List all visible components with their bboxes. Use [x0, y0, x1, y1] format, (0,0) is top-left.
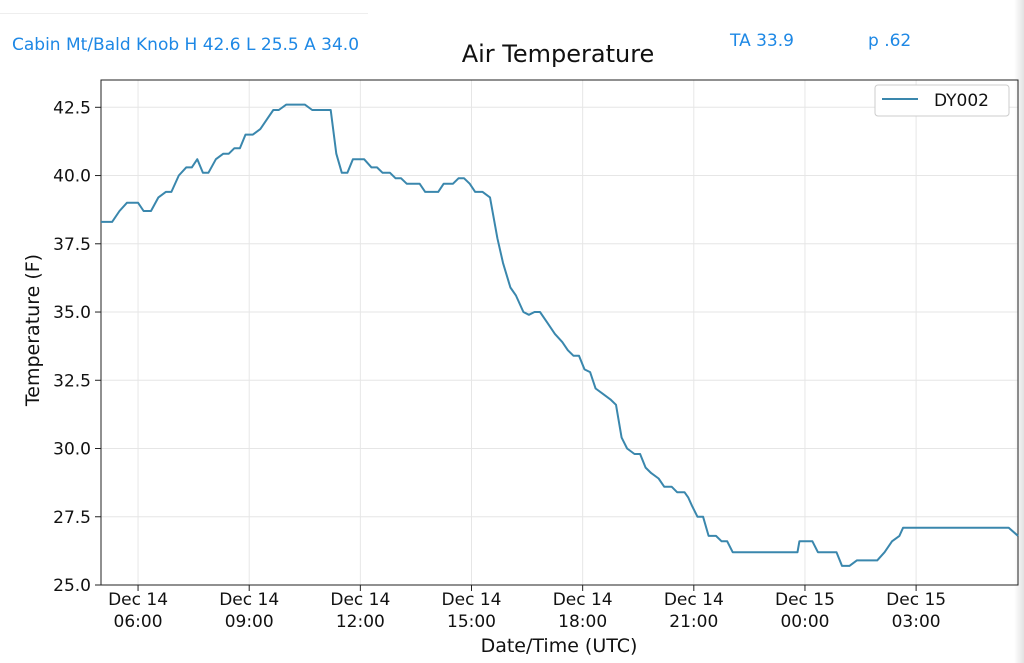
y-tick-label: 30.0: [53, 440, 91, 460]
x-tick-label-time: 09:00: [225, 612, 274, 632]
x-tick-label-time: 21:00: [669, 612, 718, 632]
x-tick-label-date: Dec 14: [219, 590, 279, 610]
legend: DY002: [874, 84, 1010, 117]
grid-lines: [101, 80, 1018, 586]
top-divider: [0, 13, 368, 14]
legend-label-dy002: DY002: [934, 91, 989, 111]
x-tick-label-date: Dec 14: [330, 590, 390, 610]
ta-value: TA 33.9: [730, 31, 794, 51]
y-tick-label: 35.0: [53, 303, 91, 323]
y-tick-label: 25.0: [53, 576, 91, 596]
legend-box: [874, 84, 1010, 117]
x-tick-label-time: 18:00: [558, 612, 607, 632]
x-tick-label-time: 12:00: [336, 612, 385, 632]
x-tick-label-date: Dec 14: [664, 590, 724, 610]
x-tick-label-time: 03:00: [892, 612, 941, 632]
p-value: p .62: [868, 31, 912, 51]
x-axis-title: Date/Time (UTC): [481, 635, 638, 657]
y-tick-label: 32.5: [53, 371, 91, 391]
plot-frame: [100, 79, 1019, 586]
y-axis-ticks: 25.0 27.5 30.0 32.5 35.0 37.5 40.0 42.5: [53, 98, 101, 596]
x-tick-label-date: Dec 14: [442, 590, 502, 610]
x-tick-label-date: Dec 15: [886, 590, 946, 610]
series-line-dy002: [101, 103, 1019, 567]
chart-title: Air Temperature: [462, 40, 655, 68]
station-summary: Cabin Mt/Bald Knob H 42.6 L 25.5 A 34.0: [12, 35, 360, 55]
x-tick-label-time: 00:00: [780, 612, 829, 632]
x-tick-label-time: 15:00: [447, 612, 496, 632]
scroll-edge-shadow: [1014, 0, 1024, 663]
x-tick-label-date: Dec 14: [108, 590, 168, 610]
y-tick-label: 40.0: [53, 167, 91, 187]
x-tick-label-date: Dec 14: [553, 590, 613, 610]
y-tick-label: 42.5: [53, 98, 91, 118]
y-axis-title: Temperature (F): [22, 254, 44, 407]
y-tick-label: 27.5: [53, 508, 91, 528]
x-tick-label-time: 06:00: [114, 612, 163, 632]
y-tick-label: 37.5: [53, 235, 91, 255]
series-layer: [101, 103, 1019, 567]
x-tick-label-date: Dec 15: [775, 590, 835, 610]
